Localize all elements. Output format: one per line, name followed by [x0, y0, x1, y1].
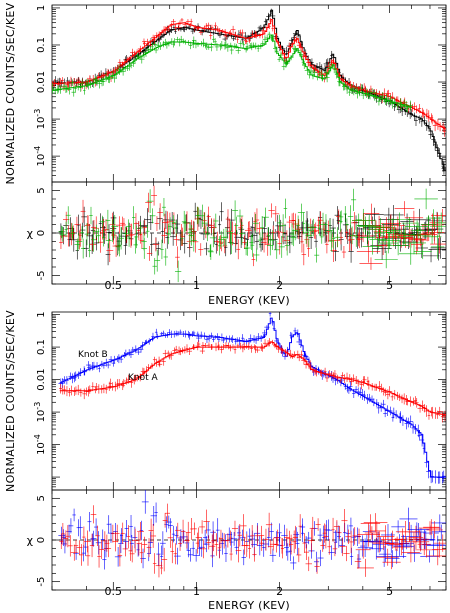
residual-series-1	[59, 185, 446, 270]
residual-series-2	[58, 188, 446, 283]
model-curve	[59, 317, 446, 478]
x-tick-label: 5	[386, 585, 393, 598]
res-y-tick-label: 5	[36, 495, 47, 501]
y-tick-label: 10-3	[33, 402, 47, 423]
residual-series-1	[59, 503, 446, 578]
x-tick-label: 1	[193, 585, 200, 598]
model-curve	[59, 341, 446, 416]
series-color-0	[52, 8, 446, 176]
series-color-2	[52, 31, 413, 112]
y-tick-label: 10-4	[33, 434, 47, 455]
x-tick-label: 0.5	[105, 585, 123, 598]
model-curve	[52, 34, 412, 108]
x-tick-label: 0.5	[105, 279, 123, 292]
y-tick-label: 0.01	[36, 368, 47, 390]
res-y-tick-label: -5	[36, 577, 47, 587]
series-knot-b	[58, 312, 446, 484]
x-tick-label: 2	[276, 585, 283, 598]
x-axis-title: ENERGY (KEV)	[208, 599, 290, 612]
res-y-axis-title: χ	[27, 534, 34, 547]
model-curve	[52, 9, 446, 176]
res-y-tick-label: 5	[36, 187, 47, 193]
residual-series-0	[58, 202, 446, 266]
y-tick-label: 0.1	[36, 37, 47, 53]
annotation-knot-b: Knot B	[78, 350, 108, 360]
y-tick-label: 10-4	[33, 146, 47, 167]
y-axis-title: NORMALIZED COUNTS/SEC/KEV	[4, 2, 17, 184]
annotation-knot-a: Knot A	[128, 373, 159, 383]
y-tick-label: 1	[36, 5, 47, 11]
y-tick-label: 0.01	[36, 71, 47, 93]
x-tick-label: 1	[193, 279, 200, 292]
spectrum-panel-2: 0.5 1 2 5 ENERGY (KEV) 1 0.1 0.01 10-3 10-4 NORMAL…	[4, 310, 447, 612]
res-y-axis-title: χ	[27, 227, 34, 240]
series-knot-a	[59, 338, 446, 423]
y-axis-title: NORMALIZED COUNTS/SEC/KEV	[4, 310, 17, 492]
y-tick-label: 10-3	[33, 109, 47, 130]
spectrum-panel-1: 0.5 1 2 5 ENERGY (KEV) 1 0.1 0.01 10-3 10-4 NORMAL…	[4, 2, 447, 307]
res-y-tick-label: 0	[36, 230, 47, 236]
x-tick-label: 5	[386, 279, 393, 292]
x-tick-label: 2	[276, 279, 283, 292]
y-tick-label: 1	[36, 311, 47, 317]
y-tick-label: 0.1	[36, 339, 47, 355]
res-y-tick-label: 0	[36, 537, 47, 543]
res-y-tick-label: -5	[36, 271, 47, 281]
x-axis-title: ENERGY (KEV)	[208, 294, 290, 307]
